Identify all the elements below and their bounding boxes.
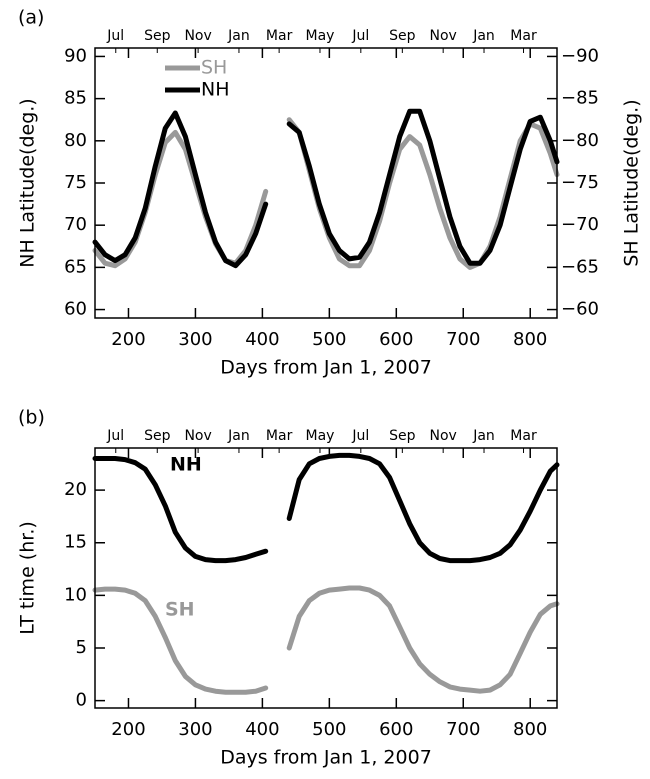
x-tick-label: 200 — [111, 719, 145, 740]
x-axis-label: Days from Jan 1, 2007 — [220, 357, 432, 379]
panel-label: (a) — [18, 7, 44, 29]
y-tick-label: 0 — [76, 690, 87, 711]
legend-label: NH — [201, 79, 230, 101]
x2-tick-label: Mar — [510, 428, 537, 444]
plot-frame — [94, 47, 558, 319]
y-tick-label: 70 — [64, 214, 87, 235]
x-tick-label: 200 — [111, 329, 145, 350]
x2-tick-label: May — [305, 28, 334, 44]
x2-tick-label: Jan — [472, 28, 495, 44]
x2-tick-label: Sep — [389, 428, 416, 444]
y-tick-label: 85 — [64, 88, 87, 109]
series-line — [92, 452, 560, 564]
panel-label: (b) — [18, 407, 45, 429]
legend-label: SH — [201, 57, 227, 79]
x2-tick-label: Jul — [106, 428, 124, 444]
y-axis-label: NH Latitude(deg.) — [17, 98, 39, 267]
x2-tick-label: Nov — [430, 28, 457, 44]
x-tick-label: 300 — [178, 719, 212, 740]
x2-tick-label: Jul — [351, 428, 369, 444]
y-tick-label: 90 — [64, 45, 87, 66]
x-tick-label: 600 — [379, 329, 413, 350]
x2-tick-label: Sep — [389, 28, 416, 44]
x2-tick-label: Jan — [472, 428, 495, 444]
y-tick-label: 15 — [64, 532, 87, 553]
x-tick-label: 700 — [446, 329, 480, 350]
x2-tick-label: Jul — [106, 28, 124, 44]
y2-tick-label: −75 — [561, 172, 599, 193]
y-tick-label: 60 — [64, 299, 87, 320]
x-tick-label: 500 — [312, 329, 346, 350]
y-tick-label: 75 — [64, 172, 87, 193]
y2-tick-label: −60 — [561, 299, 599, 320]
x2-tick-label: Jul — [351, 28, 369, 44]
x2-tick-label: Nov — [184, 428, 211, 444]
y2-tick-label: −90 — [561, 45, 599, 66]
y-axis-label: LT time (hr.) — [17, 521, 39, 635]
series-line — [92, 585, 560, 695]
x2-tick-label: Nov — [430, 428, 457, 444]
x-tick-label: 800 — [513, 719, 547, 740]
y-tick-label: 65 — [64, 256, 87, 277]
series-line — [92, 108, 560, 269]
x2-tick-label: Sep — [144, 28, 171, 44]
x-axis-label: Days from Jan 1, 2007 — [220, 747, 432, 769]
y2-axis-label: SH Latitude(deg.) — [621, 99, 643, 266]
x2-tick-label: Nov — [184, 28, 211, 44]
x-tick-label: 400 — [245, 719, 279, 740]
x2-tick-label: Sep — [144, 428, 171, 444]
x2-tick-label: May — [305, 428, 334, 444]
y-tick-label: 20 — [64, 479, 87, 500]
x-tick-label: 400 — [245, 329, 279, 350]
y2-tick-label: −65 — [561, 256, 599, 277]
series-label: NH — [170, 454, 202, 476]
y-tick-label: 80 — [64, 130, 87, 151]
x-tick-label: 300 — [178, 329, 212, 350]
series-label: SH — [165, 599, 195, 621]
x2-tick-label: Mar — [266, 428, 293, 444]
x2-tick-label: Mar — [266, 28, 293, 44]
y2-tick-label: −80 — [561, 130, 599, 151]
x-tick-label: 500 — [312, 719, 346, 740]
y2-tick-label: −85 — [561, 88, 599, 109]
x2-tick-label: Mar — [510, 28, 537, 44]
y2-tick-label: −70 — [561, 214, 599, 235]
x2-tick-label: Jan — [227, 428, 250, 444]
plot-frame — [94, 447, 558, 709]
x-tick-label: 600 — [379, 719, 413, 740]
y-tick-label: 5 — [76, 637, 87, 658]
x2-tick-label: Jan — [227, 28, 250, 44]
x-tick-label: 800 — [513, 329, 547, 350]
x-tick-label: 700 — [446, 719, 480, 740]
y-tick-label: 10 — [64, 584, 87, 605]
series-line — [92, 117, 560, 270]
